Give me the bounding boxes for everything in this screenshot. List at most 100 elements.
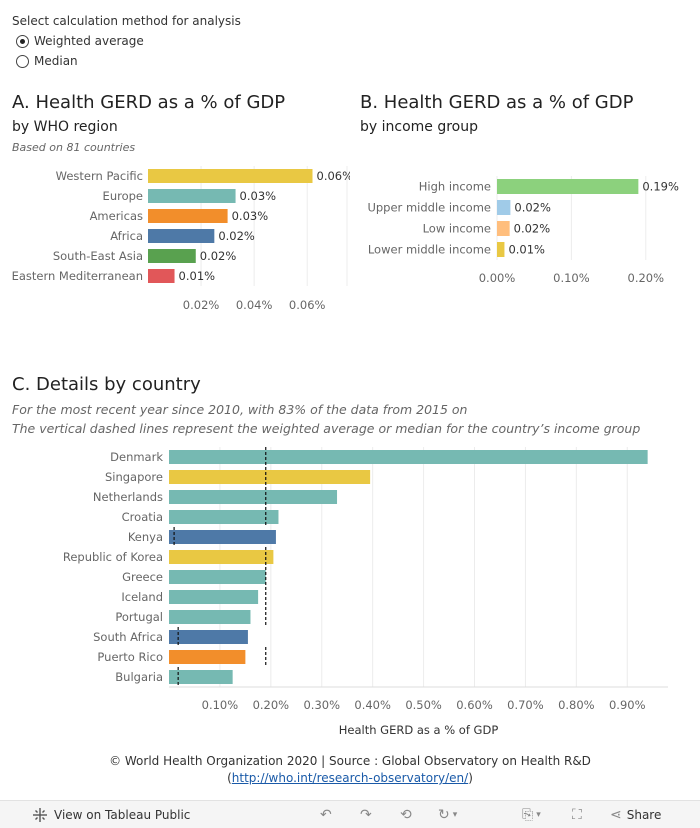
x-tick-label: 0.90% <box>609 698 646 712</box>
bar-lower-middle-income <box>497 242 505 257</box>
category-label-netherlands: Netherlands <box>93 490 163 504</box>
x-tick-label: 0.10% <box>202 698 239 712</box>
tableau-logo-icon <box>33 807 47 822</box>
share-button[interactable]: ⋖ Share <box>610 801 661 828</box>
x-axis-title: Health GERD as a % of GDP <box>339 723 499 737</box>
observatory-link[interactable]: http://who.int/research-observatory/en/ <box>231 771 469 785</box>
share-icon: ⋖ <box>610 806 622 823</box>
value-label-upper-middle-income: 0.02% <box>514 201 551 215</box>
bar-singapore <box>169 470 371 484</box>
category-label-greece: Greece <box>122 570 163 584</box>
footer-link-open: ( <box>227 771 232 785</box>
download-icon[interactable]: ⎘ ▾ <box>522 806 541 823</box>
bar-iceland <box>169 590 259 604</box>
radio-weighted-average[interactable]: Weighted average <box>16 34 144 48</box>
x-tick-label: 0.40% <box>354 698 391 712</box>
bar-europe <box>148 189 236 203</box>
undo-icon[interactable]: ↶ <box>320 806 332 823</box>
category-label-africa: Africa <box>110 229 143 243</box>
category-label-kenya: Kenya <box>128 530 163 544</box>
share-label: Share <box>626 807 662 822</box>
category-label-low-income: Low income <box>423 222 491 236</box>
value-label-western-pacific: 0.06% <box>317 169 350 183</box>
chart-b-income: High income 0.19% Upper middle income 0.02%… <box>367 176 679 285</box>
chart-a-region: Western Pacific 0.06% Europe 0.03% Americas 0… <box>12 166 350 312</box>
bar-croatia <box>169 510 279 524</box>
category-label-upper-middle-income: Upper middle income <box>367 201 491 215</box>
value-label-eastern-mediterranean: 0.01% <box>179 269 216 283</box>
radio-label-median: Median <box>34 54 78 68</box>
bar-americas <box>148 209 228 223</box>
value-label-low-income: 0.02% <box>514 222 551 236</box>
category-label-portugal: Portugal <box>115 610 163 624</box>
footer-link-row: (http://who.int/research-observatory/en/… <box>0 771 700 785</box>
category-label-south-east-asia: South-East Asia <box>53 249 143 263</box>
panel-a-title: A. Health GERD as a % of GDP <box>12 92 286 113</box>
panel-c-title: C. Details by country <box>12 374 201 395</box>
x-tick-label: 0.04% <box>236 298 273 312</box>
x-tick-label: 0.30% <box>303 698 340 712</box>
bar-netherlands <box>169 490 338 504</box>
x-tick-label: 0.10% <box>553 271 590 285</box>
category-label-republic-of-korea: Republic of Korea <box>63 550 163 564</box>
radio-selected-icon[interactable] <box>16 34 29 48</box>
x-tick-label: 0.70% <box>507 698 544 712</box>
bar-africa <box>148 229 215 243</box>
panel-b-title: B. Health GERD as a % of GDP <box>360 92 634 113</box>
bar-high-income <box>497 179 639 194</box>
value-label-africa: 0.02% <box>218 229 255 243</box>
x-tick-label: 0.80% <box>558 698 595 712</box>
view-on-tableau-button[interactable]: View on Tableau Public <box>32 801 190 828</box>
bar-low-income <box>497 221 510 236</box>
x-tick-label: 0.20% <box>253 698 290 712</box>
panel-c-note-2: The vertical dashed lines represent the … <box>12 421 641 436</box>
value-label-high-income: 0.19% <box>642 180 679 194</box>
category-label-iceland: Iceland <box>121 590 163 604</box>
calculation-method-title: Select calculation method for analysis <box>12 14 241 28</box>
category-label-high-income: High income <box>419 180 491 194</box>
revert-icon[interactable]: ⟲ <box>400 806 412 823</box>
tableau-toolbar: View on Tableau Public ↶ ↷ ⟲ ↻ ▾ ⎘ ▾ ⛶ ⋖ S… <box>0 800 700 828</box>
category-label-singapore: Singapore <box>105 470 163 484</box>
bar-denmark <box>169 450 648 464</box>
panel-c-note-1: For the most recent year since 2010, wit… <box>12 402 468 417</box>
panel-a-note: Based on 81 countries <box>12 141 136 154</box>
bar-eastern-mediterranean <box>148 269 175 283</box>
bar-greece <box>169 570 266 584</box>
x-tick-label: 0.00% <box>479 271 516 285</box>
fullscreen-icon[interactable]: ⛶ <box>572 806 582 823</box>
value-label-south-east-asia: 0.02% <box>200 249 237 263</box>
category-label-europe: Europe <box>103 189 143 203</box>
category-label-bulgaria: Bulgaria <box>115 670 163 684</box>
value-label-lower-middle-income: 0.01% <box>508 243 545 257</box>
x-tick-label: 0.02% <box>183 298 220 312</box>
category-label-western-pacific: Western Pacific <box>56 169 143 183</box>
category-label-croatia: Croatia <box>122 510 163 524</box>
category-label-lower-middle-income: Lower middle income <box>368 243 491 257</box>
value-label-europe: 0.03% <box>240 189 277 203</box>
bar-portugal <box>169 610 251 624</box>
refresh-icon[interactable]: ↻ ▾ <box>438 806 458 823</box>
radio-unselected-icon[interactable] <box>16 54 29 68</box>
bar-kenya <box>169 530 276 544</box>
bar-upper-middle-income <box>497 200 511 215</box>
bar-western-pacific <box>148 169 313 183</box>
radio-label-weighted-average: Weighted average <box>34 34 144 48</box>
chart-c-country: Denmark Singapore Netherlands Croatia Kenya R… <box>63 447 668 737</box>
category-label-eastern-mediterranean: Eastern Mediterranean <box>12 269 143 283</box>
category-label-americas: Americas <box>90 209 143 223</box>
x-tick-label: 0.06% <box>289 298 326 312</box>
category-label-puerto-rico: Puerto Rico <box>97 650 163 664</box>
view-on-tableau-label: View on Tableau Public <box>54 807 191 822</box>
x-tick-label: 0.20% <box>628 271 665 285</box>
panel-a-subtitle: by WHO region <box>12 119 118 135</box>
footer-link-close: ) <box>468 771 473 785</box>
redo-icon[interactable]: ↷ <box>360 806 372 823</box>
x-tick-label: 0.60% <box>456 698 493 712</box>
category-label-denmark: Denmark <box>110 450 163 464</box>
radio-median[interactable]: Median <box>16 54 78 68</box>
category-label-south-africa: South Africa <box>93 630 163 644</box>
x-tick-label: 0.50% <box>405 698 442 712</box>
bar-south-africa <box>169 630 248 644</box>
value-label-americas: 0.03% <box>232 209 269 223</box>
